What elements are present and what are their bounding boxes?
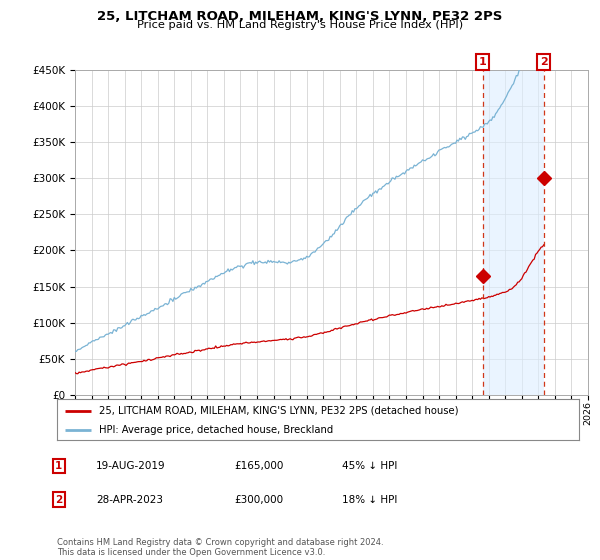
Text: 2: 2 [540,57,548,67]
Text: 28-APR-2023: 28-APR-2023 [96,494,163,505]
Text: 25, LITCHAM ROAD, MILEHAM, KING'S LYNN, PE32 2PS (detached house): 25, LITCHAM ROAD, MILEHAM, KING'S LYNN, … [99,405,458,416]
Text: 1: 1 [479,57,487,67]
Text: Contains HM Land Registry data © Crown copyright and database right 2024.
This d: Contains HM Land Registry data © Crown c… [57,538,383,557]
Text: £300,000: £300,000 [234,494,283,505]
Text: 25, LITCHAM ROAD, MILEHAM, KING'S LYNN, PE32 2PS: 25, LITCHAM ROAD, MILEHAM, KING'S LYNN, … [97,10,503,23]
Text: 1: 1 [55,461,62,471]
Text: Price paid vs. HM Land Registry's House Price Index (HPI): Price paid vs. HM Land Registry's House … [137,20,463,30]
Text: £165,000: £165,000 [234,461,283,471]
Bar [482,70,544,395]
Text: 19-AUG-2019: 19-AUG-2019 [96,461,166,471]
Text: 45% ↓ HPI: 45% ↓ HPI [342,461,397,471]
Text: 2: 2 [55,494,62,505]
Text: HPI: Average price, detached house, Breckland: HPI: Average price, detached house, Brec… [99,424,333,435]
Text: 18% ↓ HPI: 18% ↓ HPI [342,494,397,505]
